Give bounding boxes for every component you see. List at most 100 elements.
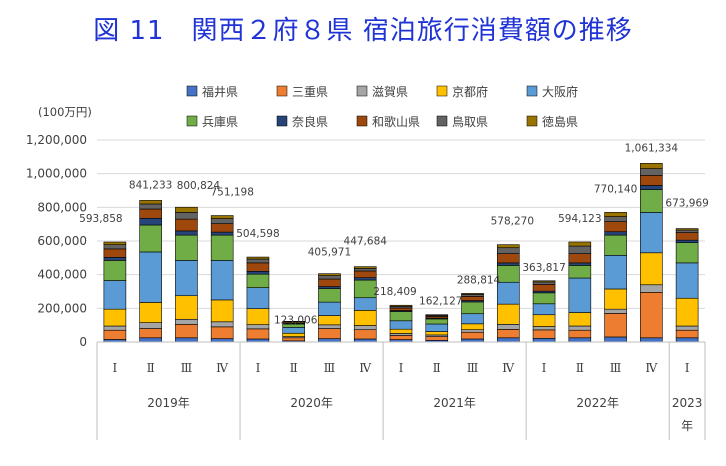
bar-segment (246, 328, 270, 340)
bar-stack (496, 244, 520, 343)
quarter-label: Ⅳ (502, 361, 515, 375)
bar-segment (353, 270, 377, 278)
bar-stack (461, 293, 484, 343)
bar-segment (496, 262, 520, 266)
legend-swatch (436, 115, 448, 127)
bar-stack (282, 320, 306, 343)
legend-item: 京都府 (436, 84, 488, 99)
chart-title: 図 11 関西２府８県 宿泊旅行消費額の推移 (93, 16, 633, 46)
bar-segment (318, 273, 341, 276)
bar-segment (139, 337, 162, 343)
bar-segment (604, 308, 627, 314)
bar-stack (139, 200, 162, 343)
bar-segment (640, 168, 663, 176)
bar-segment (210, 231, 234, 236)
bar-segment (139, 302, 162, 323)
bar-segment (496, 281, 520, 305)
y-tick-label: 1,000,000 (26, 167, 87, 181)
bar-segment (246, 270, 270, 275)
bar-segment (282, 332, 306, 337)
bar-segment (318, 301, 341, 316)
bar-segment (496, 303, 520, 325)
bar-segment (139, 322, 162, 329)
bar-segment (246, 287, 270, 309)
bars (103, 163, 699, 343)
bar-segment (103, 244, 127, 250)
legend-label: 大阪府 (542, 84, 578, 99)
bar-segment (532, 292, 556, 305)
bar-segment (461, 301, 484, 315)
quarter-label: Ⅱ (576, 361, 584, 375)
bar-segment (675, 297, 699, 327)
x-axis: Ⅰ Ⅱ Ⅲ Ⅳ Ⅰ Ⅱ Ⅲ Ⅳ Ⅰ Ⅱ Ⅲ Ⅳ Ⅰ Ⅱ Ⅲ Ⅳ Ⅰ 2019年 2020年 2021年 2022年 202… (96, 341, 706, 440)
year-label: 2019年 (147, 396, 190, 410)
bar-segment (461, 293, 484, 295)
bar-segment (568, 329, 592, 339)
legend-item: 徳島県 (526, 114, 578, 129)
bar-segment (675, 329, 699, 339)
legend-item: 大阪府 (526, 84, 578, 99)
total-label: 841,233 (129, 179, 172, 191)
quarter-label: Ⅲ (181, 361, 193, 375)
bar-stack (210, 215, 234, 343)
bar-segment (353, 297, 377, 311)
legend-swatch (356, 115, 368, 127)
bar-segment (139, 224, 162, 253)
bar-segment (318, 315, 341, 326)
bar-segment (675, 337, 699, 343)
legend-item: 三重県 (276, 85, 328, 99)
bar-segment (568, 245, 592, 254)
bar-segment (461, 329, 484, 333)
bar-segment (103, 260, 127, 281)
bar-segment (175, 218, 198, 232)
bar-segment (318, 288, 341, 303)
bar-segment (640, 163, 663, 169)
legend-label: 滋賀県 (372, 85, 408, 99)
bar-segment (246, 258, 270, 264)
y-tick-label: 600,000 (37, 234, 87, 248)
quarter-label: Ⅳ (359, 361, 372, 375)
bar-segment (675, 262, 699, 299)
legend-label: 兵庫県 (202, 115, 238, 129)
quarter-label: Ⅱ (290, 361, 298, 375)
bar-stack (425, 314, 449, 343)
bar-segment (604, 288, 627, 310)
bar-segment (353, 277, 377, 281)
y-tick-label: 200,000 (37, 301, 87, 315)
total-label: 770,140 (594, 183, 637, 195)
bar-segment (139, 208, 162, 219)
bar-segment (568, 253, 592, 264)
bar-segment (246, 262, 270, 272)
bar-segment (175, 230, 198, 236)
bar-segment (210, 223, 234, 233)
bar-segment (496, 247, 520, 254)
bar-segment (139, 203, 162, 210)
bar-segment (210, 338, 234, 343)
bar-segment (532, 281, 556, 285)
quarter-label: Ⅲ (324, 361, 336, 375)
bar-segment (139, 217, 162, 226)
bar-segment (103, 241, 127, 246)
bar-segment (568, 337, 592, 343)
bar-stack (675, 228, 699, 343)
legend-item: 福井県 (186, 84, 238, 99)
bar-segment (461, 331, 484, 340)
total-label: 405,971 (308, 247, 351, 259)
bar-segment (318, 275, 341, 280)
bar-segment (675, 228, 699, 231)
bar-segment (282, 337, 306, 342)
bar-segment (389, 333, 413, 336)
bar-segment (604, 231, 627, 236)
bar-segment (496, 324, 520, 330)
year-label: 2021年 (433, 396, 476, 410)
quarter-label: Ⅰ (542, 361, 547, 375)
bar-segment (425, 323, 449, 332)
quarter-label: Ⅲ (610, 361, 622, 375)
bar-segment (425, 336, 449, 341)
bar-segment (318, 338, 341, 343)
bar-segment (640, 337, 663, 343)
legend-swatch (526, 85, 538, 97)
total-label: 800,824 (177, 180, 221, 192)
y-tick-label: 800,000 (37, 200, 87, 214)
bar-segment (496, 253, 520, 264)
